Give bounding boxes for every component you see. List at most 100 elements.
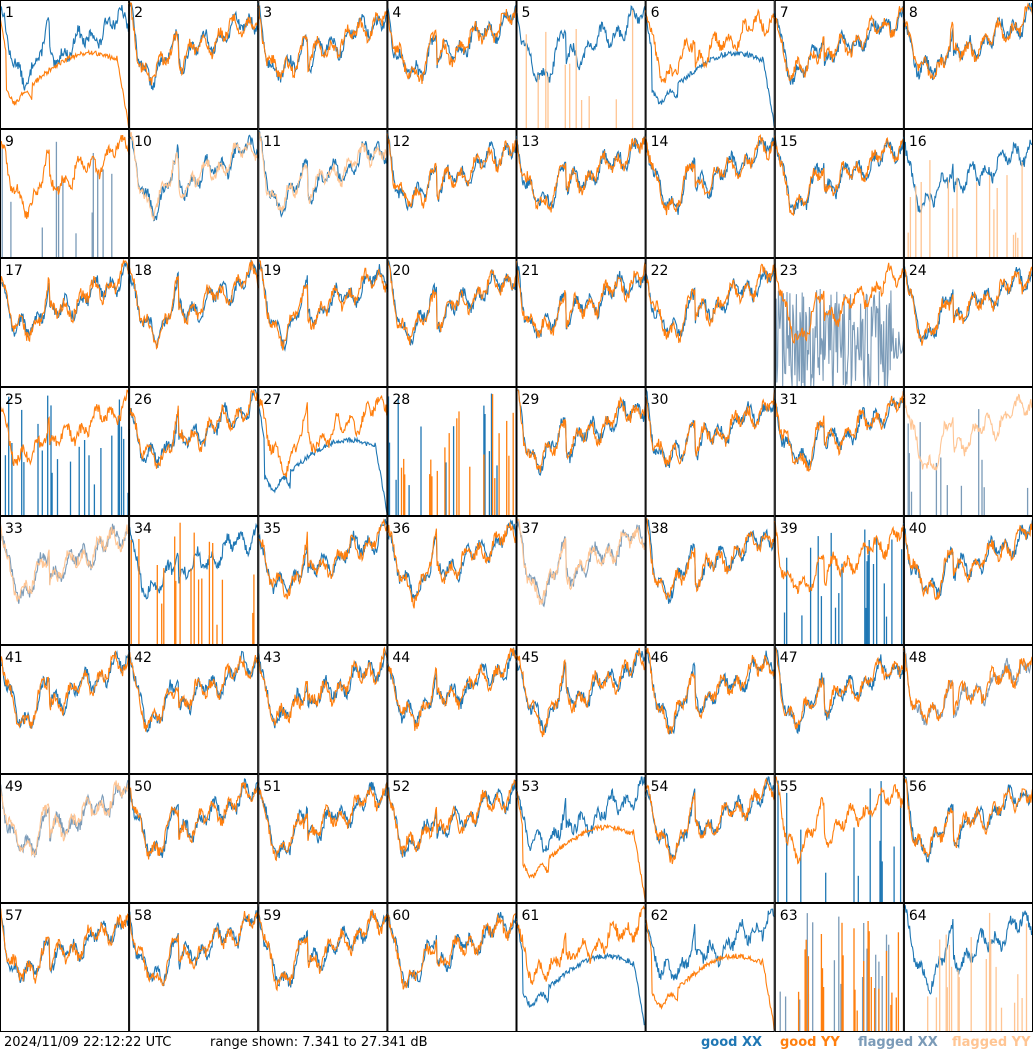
panel-label: 51 (263, 779, 281, 795)
series-good-yy (257, 5, 388, 80)
panel-56: 56 (903, 774, 1033, 903)
series-good-xx (903, 904, 1033, 995)
series-flagged-xx (1, 141, 113, 257)
series-flagged-yy (907, 160, 1023, 257)
panel-label: 47 (780, 650, 798, 666)
panel-label: 10 (134, 134, 152, 150)
panel-45: 45 (515, 645, 647, 774)
panel-label: 21 (522, 263, 540, 279)
panel-frame (387, 645, 517, 774)
panel-label: 34 (134, 521, 152, 537)
panel-frame (774, 387, 904, 516)
panel-label: 61 (522, 908, 540, 924)
panel-label: 13 (522, 134, 540, 150)
panel-frame (516, 387, 646, 516)
panel-frame (129, 258, 259, 387)
panel-frame (258, 387, 388, 516)
panel-frame (387, 258, 517, 387)
panel-39: 39 (774, 516, 905, 645)
series-good-yy (128, 782, 259, 860)
panel-label: 32 (909, 392, 927, 408)
panel-label: 1 (5, 5, 14, 21)
panel-42: 42 (128, 645, 259, 774)
range-text: range shown: 7.341 to 27.341 dB (210, 1035, 428, 1050)
panel-frame (774, 903, 904, 1032)
series-good-xx (903, 136, 1033, 214)
panel-frame (645, 258, 775, 387)
series-good-xx (645, 15, 776, 127)
panel-29: 29 (516, 387, 647, 516)
series-good-xx (257, 518, 388, 595)
panel-8: 8 (903, 0, 1033, 129)
series-good-xx (516, 5, 647, 83)
series-good-yy (130, 522, 255, 644)
series-good-xx (515, 918, 647, 1029)
panel-frame (774, 774, 904, 903)
series-good-xx (783, 529, 903, 644)
series-good-yy (645, 647, 776, 735)
panel-label: 5 (522, 5, 531, 21)
panel-label: 9 (5, 134, 14, 150)
panel-50: 50 (128, 774, 259, 903)
series-flagged-xx (774, 288, 905, 388)
panel-11: 11 (258, 129, 388, 258)
panel-label: 25 (5, 392, 23, 408)
series-flagged-yy (0, 780, 130, 858)
series-good-yy (386, 522, 518, 609)
panel-frame (387, 0, 517, 129)
series-good-yy (645, 389, 776, 467)
panel-38: 38 (645, 516, 776, 645)
panel-label: 3 (263, 5, 272, 21)
panel-label: 46 (651, 650, 669, 666)
panel-label: 29 (522, 392, 540, 408)
series-good-yy (903, 2, 1033, 80)
panel-frame (774, 0, 904, 129)
panel-27: 27 (257, 387, 388, 516)
panel-frame (516, 0, 646, 129)
panel-46: 46 (645, 645, 776, 774)
panel-label: 57 (5, 908, 23, 924)
series-good-xx (645, 648, 776, 735)
panel-59: 59 (257, 903, 388, 1032)
panel-frame (387, 774, 517, 903)
panel-6: 6 (645, 0, 776, 129)
panel-23: 23 (774, 258, 905, 388)
series-flagged-yy (927, 912, 1033, 1031)
panel-frame (516, 645, 646, 774)
panel-label: 59 (263, 908, 281, 924)
series-good-xx (257, 2, 388, 83)
legend-flagged-yy: flagged YY (952, 1035, 1031, 1050)
panel-label: 14 (651, 134, 669, 150)
series-good-yy (0, 134, 130, 220)
panel-label: 52 (392, 779, 410, 795)
series-good-xx (774, 134, 905, 215)
panel-4: 4 (386, 0, 518, 129)
series-good-xx (0, 5, 130, 91)
panel-33: 33 (0, 516, 130, 645)
panel-label: 36 (392, 521, 410, 537)
series-good-yy (387, 260, 518, 345)
series-flagged-yy (129, 131, 259, 221)
series-good-yy (129, 389, 259, 469)
panel-24: 24 (903, 258, 1033, 387)
series-good-xx (515, 776, 647, 853)
panel-frame (0, 0, 130, 129)
panel-9: 9 (0, 129, 130, 258)
panel-64: 64 (903, 903, 1033, 1032)
panel-label: 16 (909, 134, 927, 150)
panel-label: 35 (263, 521, 281, 537)
series-good-yy (258, 260, 388, 351)
series-good-yy (386, 910, 518, 990)
panel-58: 58 (128, 903, 259, 1032)
series-good-xx (257, 403, 388, 516)
series-good-yy (516, 791, 647, 903)
panel-frame (0, 903, 130, 1032)
series-good-yy (0, 258, 130, 343)
panel-10: 10 (128, 129, 259, 258)
series-good-yy (903, 776, 1033, 858)
footer: 2024/11/09 22:12:22 UTC range shown: 7.3… (0, 1032, 1033, 1053)
series-good-yy (903, 266, 1033, 346)
series-good-yy (0, 389, 130, 467)
panel-label: 8 (909, 5, 918, 21)
series-flagged-yy (903, 393, 1033, 471)
